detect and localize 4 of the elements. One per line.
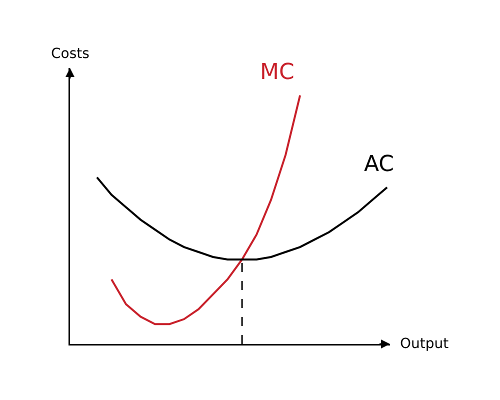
series-label: MC — [260, 60, 294, 85]
series-label: AC — [364, 152, 394, 177]
y-axis-title: Costs — [51, 46, 90, 62]
x-axis-title: Output — [400, 336, 450, 352]
